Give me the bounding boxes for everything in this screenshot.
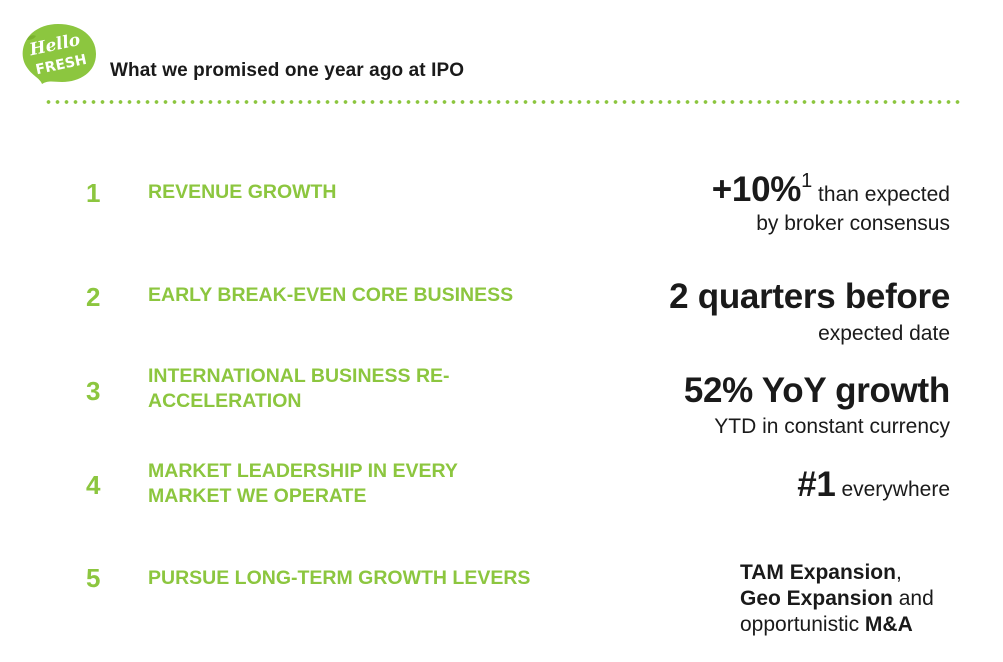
row-result: TAM Expansion, Geo Expansion and opportu… — [740, 560, 934, 638]
result-text: everywhere — [835, 478, 950, 501]
row-result: #1 everywhere — [797, 464, 950, 513]
row-number: 4 — [86, 470, 101, 500]
page-title: What we promised one year ago at IPO — [110, 60, 465, 81]
result-line: TAM Expansion, — [740, 560, 934, 586]
row-label: EARLY BREAK-EVEN CORE BUSINESS — [148, 284, 514, 306]
row-number: 1 — [86, 178, 101, 208]
footnote-marker: 1 — [801, 170, 813, 192]
row-label-line: INTERNATIONAL BUSINESS RE- — [148, 365, 450, 387]
result-text: and — [892, 587, 934, 610]
hellofresh-logo: Hello FRESH — [18, 22, 98, 86]
row-result: +10%1 than expected — [712, 170, 950, 217]
row-label: REVENUE GROWTH — [148, 181, 337, 203]
result-subtext: by broker consensus — [756, 212, 950, 235]
result-highlight: #1 — [797, 465, 836, 504]
result-bold: TAM Expansion — [740, 561, 896, 584]
dotted-divider — [44, 100, 964, 104]
result-line: Geo Expansion and — [740, 586, 934, 612]
row-label-line: MARKET WE OPERATE — [148, 485, 367, 507]
row-label-line: ACCELERATION — [148, 390, 302, 412]
row-number: 2 — [86, 282, 101, 312]
row-number: 3 — [86, 376, 101, 406]
result-highlight: 52% YoY growth — [683, 371, 950, 410]
result-highlight: +10% — [711, 170, 802, 209]
result-text: opportunistic — [740, 613, 865, 636]
row-label: MARKET LEADERSHIP IN EVERY MARKET WE OPE… — [148, 459, 542, 509]
result-line: opportunistic M&A — [740, 612, 934, 638]
result-highlight: 2 quarters before — [669, 277, 950, 316]
result-bold: Geo Expansion — [740, 587, 893, 610]
result-bold: M&A — [864, 613, 913, 636]
result-subtext: YTD in constant currency — [714, 415, 950, 438]
row-label-line: MARKET LEADERSHIP IN EVERY — [148, 460, 458, 482]
row-label: PURSUE LONG-TERM GROWTH LEVERS — [148, 567, 531, 589]
result-text: , — [895, 561, 902, 584]
row-label: INTERNATIONAL BUSINESS RE- ACCELERATION — [148, 364, 542, 414]
result-subtext: expected date — [818, 322, 950, 345]
row-number: 5 — [86, 563, 101, 593]
result-text: than expected — [812, 183, 950, 206]
